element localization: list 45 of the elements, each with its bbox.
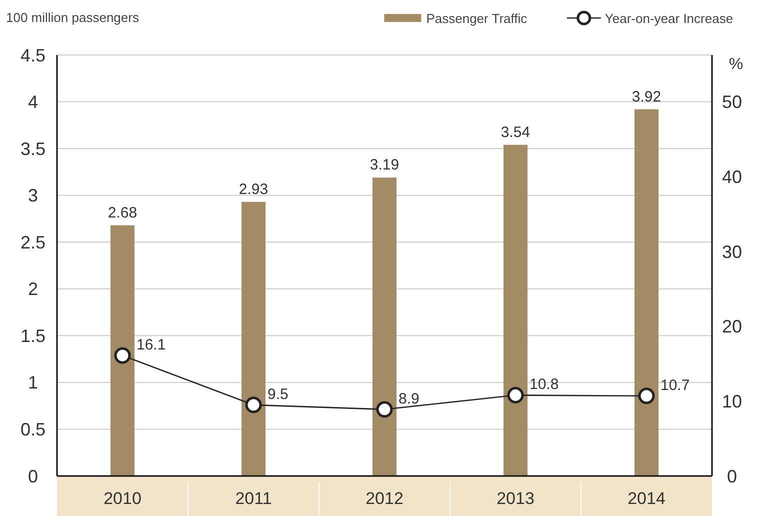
x-tick-label: 2013: [496, 489, 534, 508]
y-tick-label: 0: [28, 466, 38, 486]
y-tick-label: 4.5: [20, 45, 46, 66]
bar: [504, 144, 528, 476]
legend-label: Year-on-year Increase: [604, 11, 734, 26]
point: [245, 396, 262, 414]
y2-tick-label: 20: [722, 316, 742, 337]
y-tick-label: 2.5: [20, 232, 46, 252]
data-label: 2.68: [108, 204, 138, 222]
y2-tick-label: 0: [726, 466, 738, 486]
y2-tick-label: 40: [722, 166, 742, 187]
bar: [242, 202, 266, 476]
data-label: 16.1: [136, 336, 166, 354]
point: [507, 386, 524, 404]
y2-tick-label: 50: [722, 92, 742, 112]
data-label: 3.19: [370, 156, 400, 174]
y-tick-label: 3: [28, 186, 38, 206]
y-tick-label: 3.5: [20, 138, 46, 159]
y-tick-label: 1: [28, 372, 38, 393]
y2-tick-label: 10: [722, 391, 742, 412]
x-tick-label: 2012: [366, 489, 404, 508]
data-label: 10.7: [660, 376, 690, 394]
point: [638, 388, 655, 404]
y-axis-title: 100 million passengers: [6, 10, 140, 25]
y-tick-label: 1.5: [20, 326, 46, 346]
y-tick-label: 2: [28, 279, 38, 300]
bar: [110, 225, 134, 476]
data-label: 9.5: [268, 386, 288, 403]
data-label: 2.93: [238, 180, 268, 198]
x-tick-label: 2010: [104, 489, 142, 508]
y-tick-label: 0.5: [20, 420, 46, 440]
y2-tick-label: 30: [722, 242, 742, 262]
point: [376, 401, 393, 418]
bar: [372, 178, 396, 476]
x-tick-label: 2011: [235, 489, 272, 508]
data-label: 8.9: [398, 390, 420, 408]
y2-axis-title: %: [728, 56, 744, 73]
x-tick-label: 2014: [628, 489, 666, 508]
legend-label: Passenger Traffic: [426, 11, 528, 26]
point: [114, 347, 131, 364]
y-tick-label: 4: [28, 92, 38, 112]
bar: [634, 109, 658, 476]
data-label: 10.8: [530, 376, 559, 394]
data-label: 3.54: [500, 124, 530, 141]
data-label: 3.92: [632, 88, 662, 106]
